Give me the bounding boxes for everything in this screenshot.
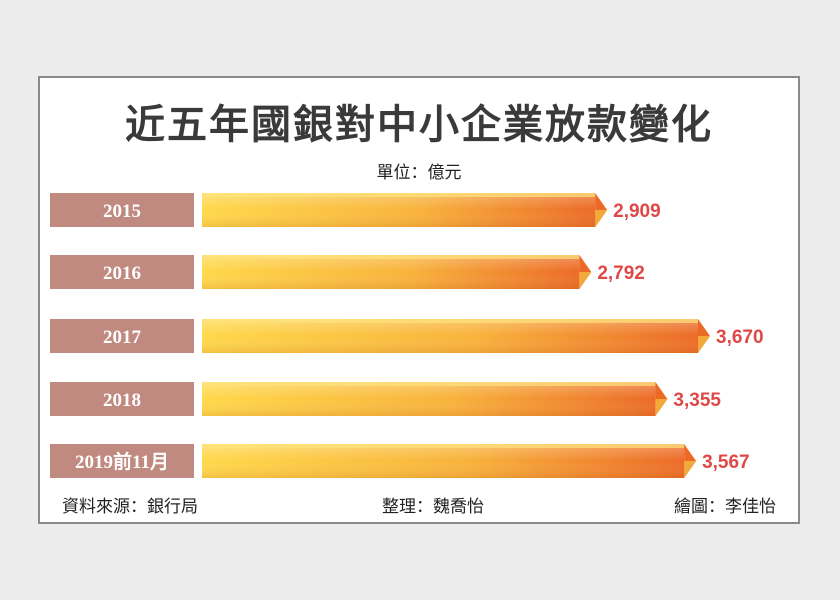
chart-frame: 近五年國銀對中小企業放款變化 單位：億元 2015 2,909 2016 2,792 2… xyxy=(38,76,800,524)
category-label-box xyxy=(50,444,194,478)
illustrator-credit: 繪圖：李佳怡 xyxy=(674,497,776,517)
bar-shading xyxy=(202,319,698,353)
bar-shading xyxy=(202,193,596,227)
bar-highlight xyxy=(202,382,656,386)
source-credit: 資料來源：銀行局 xyxy=(62,497,198,517)
category-label-box xyxy=(50,382,194,416)
bar-highlight xyxy=(202,255,580,259)
category-label: 2018 xyxy=(103,390,141,411)
category-label-box xyxy=(50,319,194,353)
bar-highlight xyxy=(202,193,596,197)
unit-label: 單位：億元 xyxy=(376,163,462,183)
value-label: 3,670 xyxy=(716,327,764,348)
bar-highlight xyxy=(202,319,698,323)
category-label-box xyxy=(50,193,194,227)
bar-tip-lower xyxy=(579,272,592,289)
bar-chart: 2015 2,909 2016 2,792 2017 3,670 2018 3,355 2019… xyxy=(50,193,764,478)
category-label: 2016 xyxy=(103,263,141,284)
category-label: 2017 xyxy=(103,327,142,348)
category-label-box xyxy=(50,255,194,289)
value-label: 2,909 xyxy=(613,201,661,222)
value-label: 2,792 xyxy=(597,263,645,284)
category-label: 2015 xyxy=(103,201,141,222)
bar-shading xyxy=(202,444,685,478)
bar-shading xyxy=(202,382,656,416)
bar-tip-lower xyxy=(684,461,697,478)
bar-tip-lower xyxy=(655,399,668,416)
bar-tip-lower xyxy=(595,210,608,227)
bar-shading xyxy=(202,255,580,289)
editor-credit: 整理：魏喬怡 xyxy=(382,497,484,517)
category-label: 2019前11月 xyxy=(75,450,169,473)
chart-title: 近五年國銀對中小企業放款變化 xyxy=(125,102,713,148)
value-label: 3,567 xyxy=(702,452,750,473)
bar-tip-lower xyxy=(698,336,710,353)
bar-highlight xyxy=(202,444,685,448)
value-label: 3,355 xyxy=(673,390,721,411)
